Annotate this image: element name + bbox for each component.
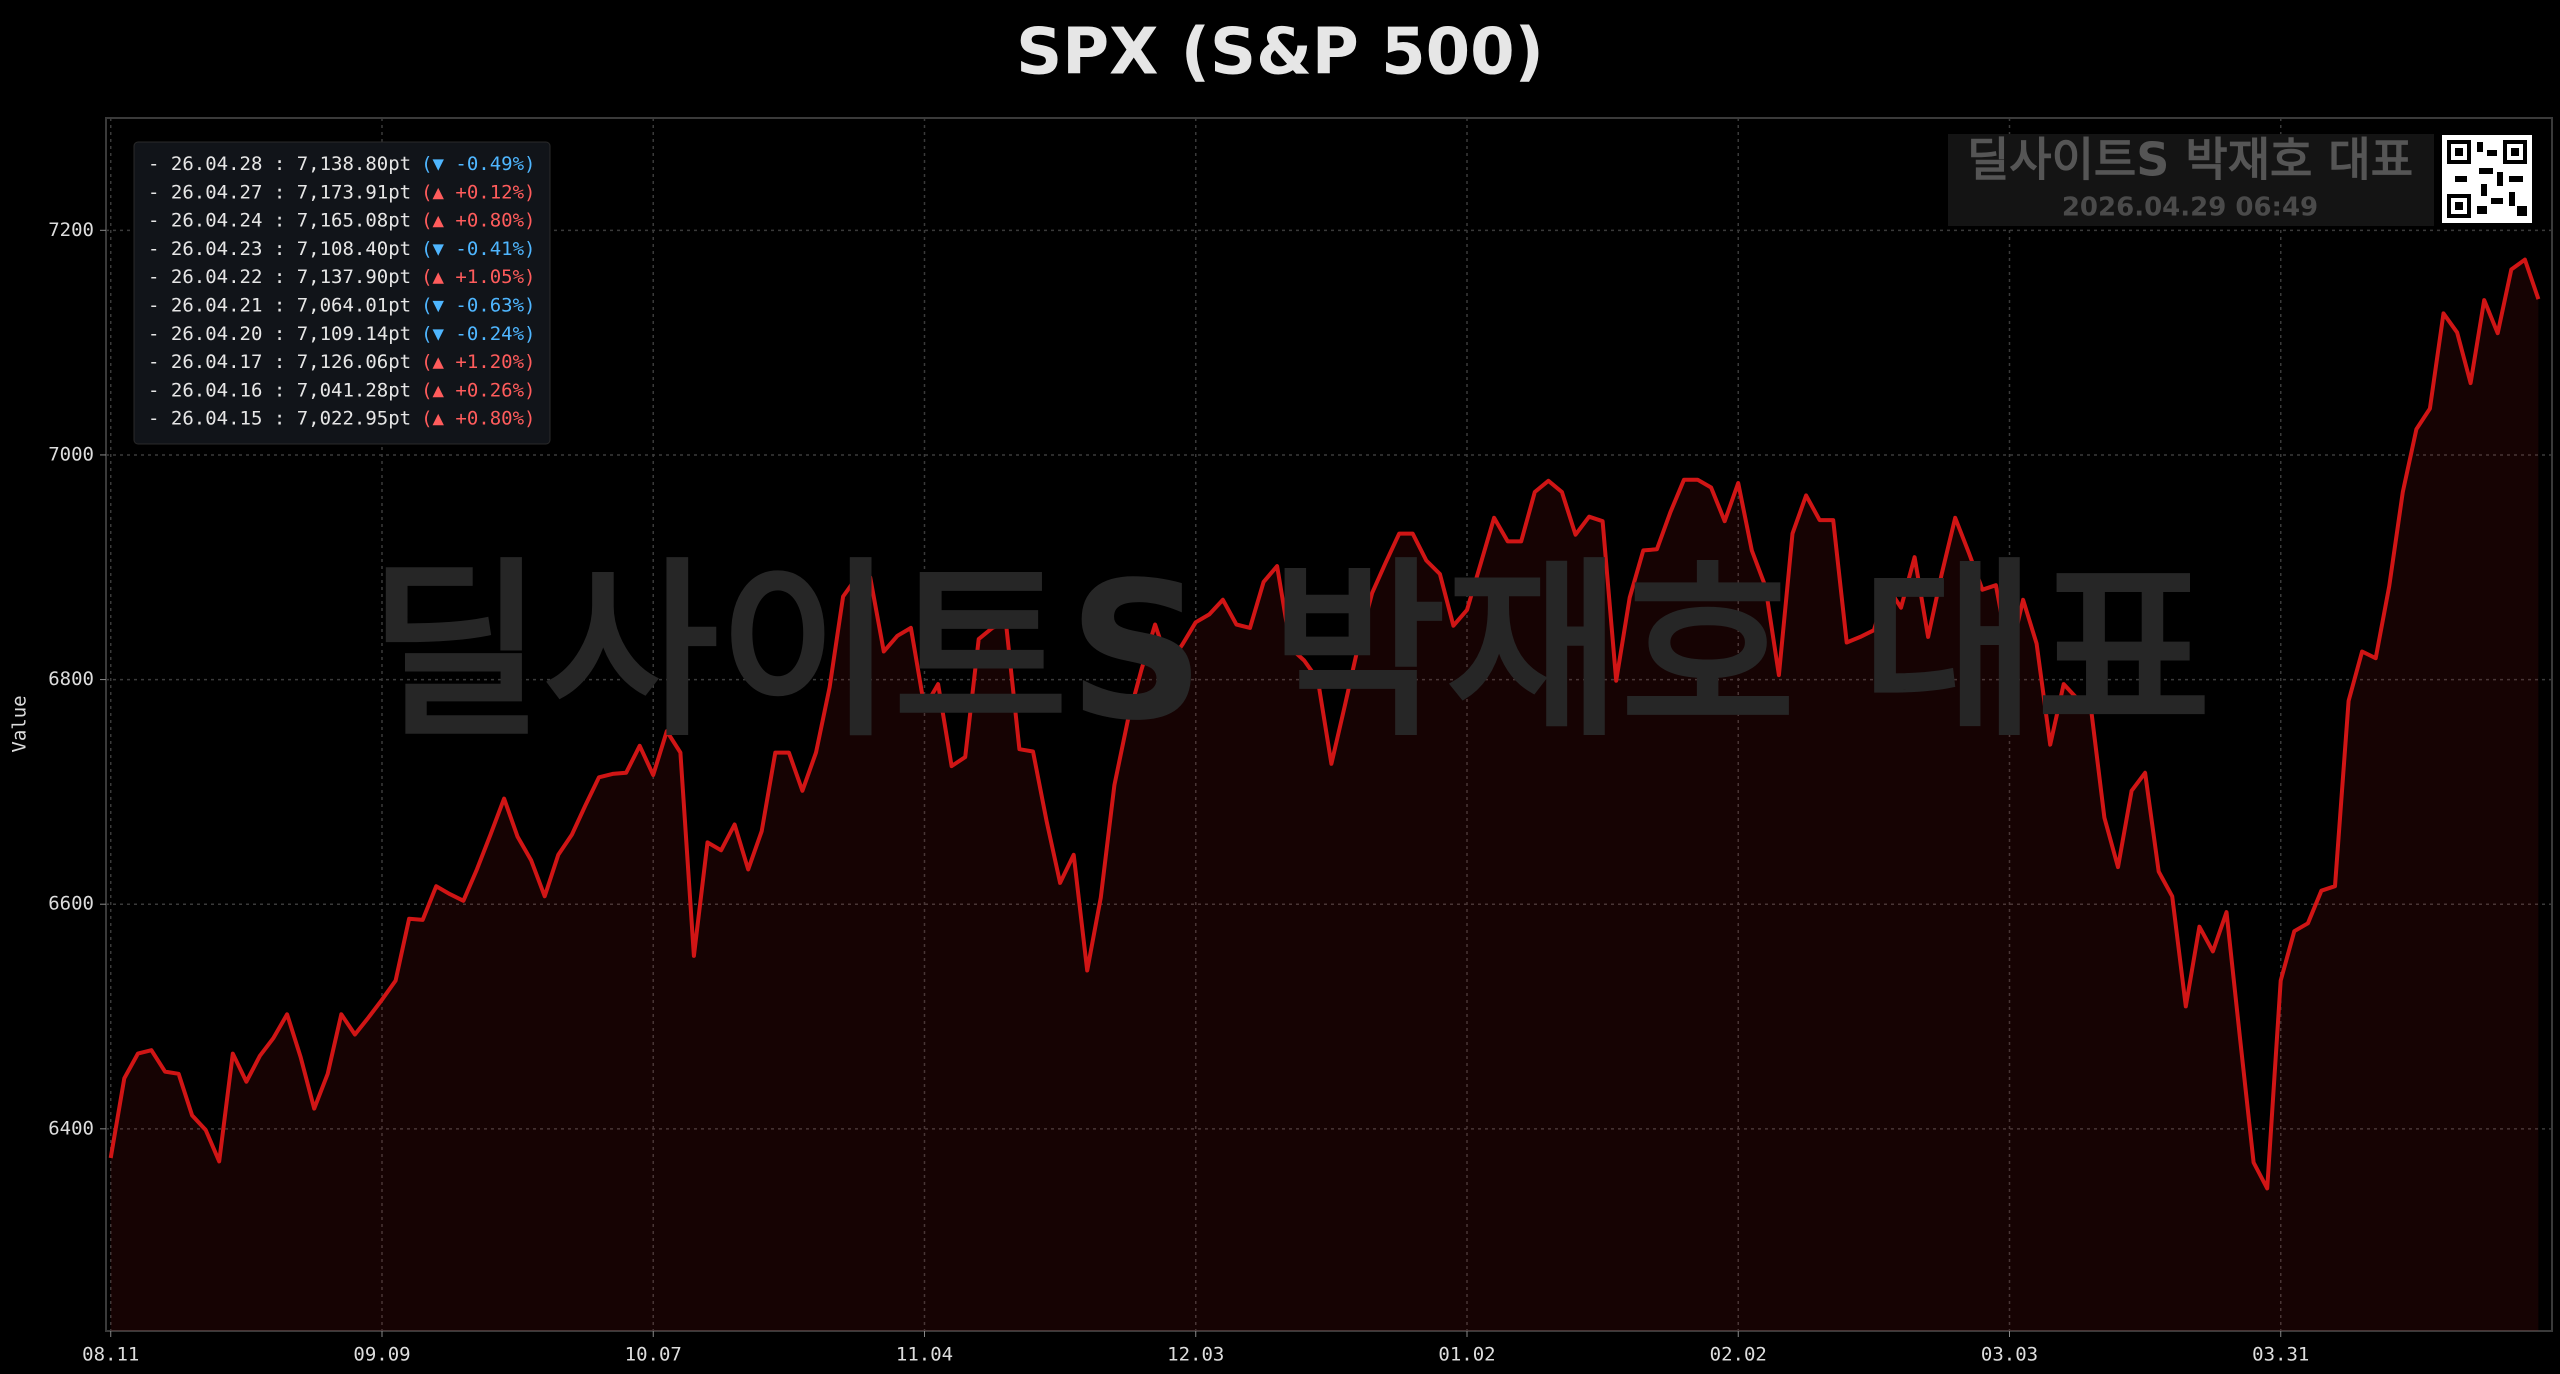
info-entry: - 26.04.23 : 7,108.40pt (▼ -0.41%) — [148, 237, 536, 259]
info-entry-change: (▼ -0.49%) — [421, 153, 535, 175]
info-entry-change: (▲ +1.05%) — [421, 266, 535, 288]
info-entry-label: - 26.04.16 : 7,041.28pt — [148, 379, 411, 401]
info-entry-change: (▲ +0.80%) — [421, 407, 535, 429]
x-tick-label: 11.04 — [896, 1344, 953, 1366]
badge-title: 딜사이트S 박재호 대표 — [1967, 133, 2413, 187]
info-entry: - 26.04.15 : 7,022.95pt (▲ +0.80%) — [148, 407, 536, 429]
info-entry-label: - 26.04.23 : 7,108.40pt — [148, 237, 411, 259]
info-entry-change: (▲ +1.20%) — [421, 351, 535, 373]
info-entry: - 26.04.22 : 7,137.90pt (▲ +1.05%) — [148, 266, 536, 288]
y-axis-label: Value — [9, 695, 31, 752]
x-tick-label: 01.02 — [1438, 1344, 1495, 1366]
info-entry-label: - 26.04.15 : 7,022.95pt — [148, 407, 411, 429]
badge-box — [1948, 134, 2434, 226]
x-tick-label: 08.11 — [82, 1344, 139, 1366]
qr-code — [2442, 135, 2532, 223]
y-tick-label: 7000 — [48, 443, 94, 465]
x-tick-label: 03.03 — [1981, 1344, 2038, 1366]
info-entry: - 26.04.20 : 7,109.14pt (▼ -0.24%) — [148, 322, 536, 344]
info-entry-label: - 26.04.27 : 7,173.91pt — [148, 181, 411, 203]
y-tick-label: 6800 — [48, 668, 94, 690]
info-entry: - 26.04.28 : 7,138.80pt (▼ -0.49%) — [148, 153, 536, 175]
info-box-frame — [133, 141, 551, 445]
info-entry: - 26.04.27 : 7,173.91pt (▲ +0.12%) — [148, 181, 536, 203]
chart-title: SPX (S&P 500) — [1016, 16, 1544, 90]
info-entry-label: - 26.04.21 : 7,064.01pt — [148, 294, 411, 316]
line — [108, 257, 2541, 1191]
info-entry: - 26.04.17 : 7,126.06pt (▲ +1.20%) — [148, 351, 536, 373]
y-tick-label: 6400 — [48, 1117, 94, 1139]
x-tick-label: 02.02 — [1710, 1344, 1767, 1366]
info-box: - 26.04.28 : 7,138.80pt (▼ -0.49%)- 26.04… — [133, 141, 551, 445]
info-entry-change: (▲ +0.26%) — [421, 379, 535, 401]
y-tick-label: 6600 — [48, 893, 94, 915]
info-entry-label: - 26.04.20 : 7,109.14pt — [148, 322, 411, 344]
info-entry: - 26.04.21 : 7,064.01pt (▼ -0.63%) — [148, 294, 536, 316]
badge: 딜사이트S 박재호 대표 2026.04.29 06:49 — [1948, 133, 2532, 226]
y-tick-label: 7200 — [48, 219, 94, 241]
x-tick-label: 10.07 — [625, 1344, 682, 1366]
badge-time: 2026.04.29 06:49 — [2062, 193, 2318, 223]
area-fill — [110, 259, 2539, 1332]
info-entry-change: (▼ -0.41%) — [421, 237, 535, 259]
info-entry-change: (▼ -0.63%) — [421, 294, 535, 316]
x-tick-label: 09.09 — [353, 1344, 410, 1366]
info-entry-label: - 26.04.17 : 7,126.06pt — [148, 351, 411, 373]
x-tick-label: 12.03 — [1167, 1344, 1224, 1366]
info-entry-label: - 26.04.28 : 7,138.80pt — [148, 153, 411, 175]
info-entry-change: (▲ +0.12%) — [421, 181, 535, 203]
info-entry-change: (▼ -0.24%) — [421, 322, 535, 344]
info-entry: - 26.04.24 : 7,165.08pt (▲ +0.80%) — [148, 209, 536, 231]
info-entry: - 26.04.16 : 7,041.28pt (▲ +0.26%) — [148, 379, 536, 401]
info-entry-label: - 26.04.22 : 7,137.90pt — [148, 266, 411, 288]
x-tick-label: 03.31 — [2252, 1344, 2309, 1366]
info-entry-label: - 26.04.24 : 7,165.08pt — [148, 209, 411, 231]
watermark: 딜사이트S 박재호 대표 — [369, 541, 2211, 762]
watermark-group: 딜사이트S 박재호 대표 — [369, 541, 2211, 762]
info-entry-change: (▲ +0.80%) — [421, 209, 535, 231]
